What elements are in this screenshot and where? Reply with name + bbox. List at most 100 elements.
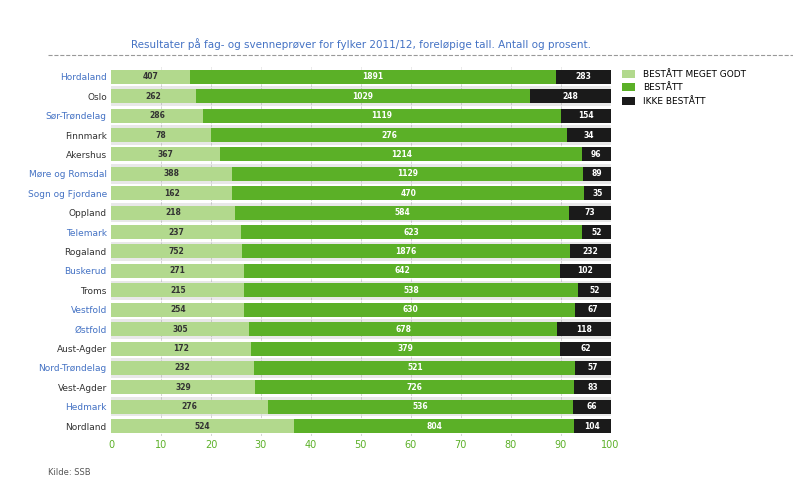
Text: 35: 35 (592, 189, 603, 198)
Title: Resultater på fag- og svenneprøver for fylker 2011/12, foreløpige tall. Antall o: Resultater på fag- og svenneprøver for f… (131, 38, 591, 50)
Text: 329: 329 (175, 383, 191, 392)
Bar (574, 380, 611, 394)
Bar (111, 145, 611, 164)
Bar (111, 281, 611, 300)
Bar (111, 244, 243, 259)
Text: 66: 66 (587, 402, 597, 411)
Bar (203, 109, 561, 123)
Text: 524: 524 (194, 422, 210, 431)
Bar (111, 89, 196, 103)
Text: 536: 536 (412, 402, 428, 411)
Bar (220, 148, 582, 161)
Bar (111, 400, 268, 414)
Bar (111, 186, 232, 200)
Bar (111, 342, 251, 355)
Text: 67: 67 (588, 305, 599, 314)
Bar (569, 205, 611, 220)
Bar (583, 167, 611, 181)
Text: 379: 379 (398, 344, 414, 353)
Text: 470: 470 (400, 189, 416, 198)
Text: 1119: 1119 (371, 111, 393, 120)
Text: 1214: 1214 (391, 150, 412, 159)
Text: Kilde: SSB: Kilde: SSB (48, 468, 90, 477)
Bar (584, 186, 611, 200)
Bar (111, 106, 611, 125)
Text: 388: 388 (163, 170, 179, 178)
Bar (561, 109, 611, 123)
Bar (268, 400, 573, 414)
Bar (111, 222, 611, 242)
Text: 232: 232 (583, 247, 598, 256)
Bar (241, 225, 582, 239)
Text: 726: 726 (407, 383, 423, 392)
Text: 215: 215 (170, 286, 186, 295)
Bar (190, 70, 556, 84)
Text: 154: 154 (578, 111, 594, 120)
Bar (111, 225, 241, 239)
Bar (111, 183, 611, 203)
Bar (243, 244, 570, 259)
Text: 407: 407 (143, 72, 159, 81)
Bar (111, 125, 611, 145)
Bar (578, 283, 611, 297)
Bar (111, 261, 611, 281)
Bar (111, 242, 611, 261)
Bar (111, 264, 244, 278)
Text: 1129: 1129 (396, 170, 418, 178)
Bar (250, 322, 557, 336)
Text: 118: 118 (576, 325, 592, 333)
Text: 276: 276 (381, 130, 397, 139)
Text: 305: 305 (172, 325, 188, 333)
Text: 276: 276 (182, 402, 197, 411)
Text: 752: 752 (169, 247, 185, 256)
Bar (111, 319, 611, 339)
Bar (111, 380, 255, 394)
Text: 804: 804 (426, 422, 442, 431)
Text: 623: 623 (404, 228, 419, 237)
Text: 104: 104 (584, 422, 600, 431)
Bar (582, 148, 611, 161)
Text: 283: 283 (575, 72, 591, 81)
Text: 642: 642 (395, 266, 410, 275)
Bar (111, 419, 294, 433)
Legend: BESTÅTT MEGET GODT, BESTÅTT, IKKE BESTÅTT: BESTÅTT MEGET GODT, BESTÅTT, IKKE BESTÅT… (620, 68, 748, 108)
Text: 232: 232 (174, 364, 190, 373)
Text: 521: 521 (407, 364, 423, 373)
Text: 1029: 1029 (353, 91, 374, 101)
Bar (111, 205, 236, 220)
Bar (111, 358, 611, 377)
Bar (111, 377, 611, 397)
Text: 52: 52 (591, 228, 602, 237)
Bar (573, 400, 611, 414)
Text: 52: 52 (589, 286, 600, 295)
Bar (111, 283, 244, 297)
Text: 62: 62 (580, 344, 591, 353)
Bar (111, 128, 212, 142)
Bar (111, 339, 611, 358)
Text: 630: 630 (402, 305, 418, 314)
Bar (556, 70, 611, 84)
Bar (111, 303, 244, 317)
Text: 78: 78 (156, 130, 167, 139)
Bar (244, 303, 576, 317)
Bar (236, 205, 569, 220)
Bar (111, 70, 190, 84)
Bar (294, 419, 574, 433)
Bar (244, 283, 578, 297)
Bar (111, 203, 611, 222)
Text: 584: 584 (394, 208, 410, 217)
Text: 262: 262 (146, 91, 162, 101)
Text: 218: 218 (165, 208, 181, 217)
Text: 254: 254 (170, 305, 186, 314)
Bar (196, 89, 530, 103)
Bar (560, 342, 611, 355)
Bar (254, 361, 576, 375)
Bar (111, 397, 611, 416)
Bar (530, 89, 611, 103)
Bar (111, 67, 611, 87)
Bar (111, 322, 250, 336)
Bar (574, 419, 611, 433)
Bar (212, 128, 567, 142)
Bar (111, 164, 611, 183)
Text: 286: 286 (149, 111, 165, 120)
